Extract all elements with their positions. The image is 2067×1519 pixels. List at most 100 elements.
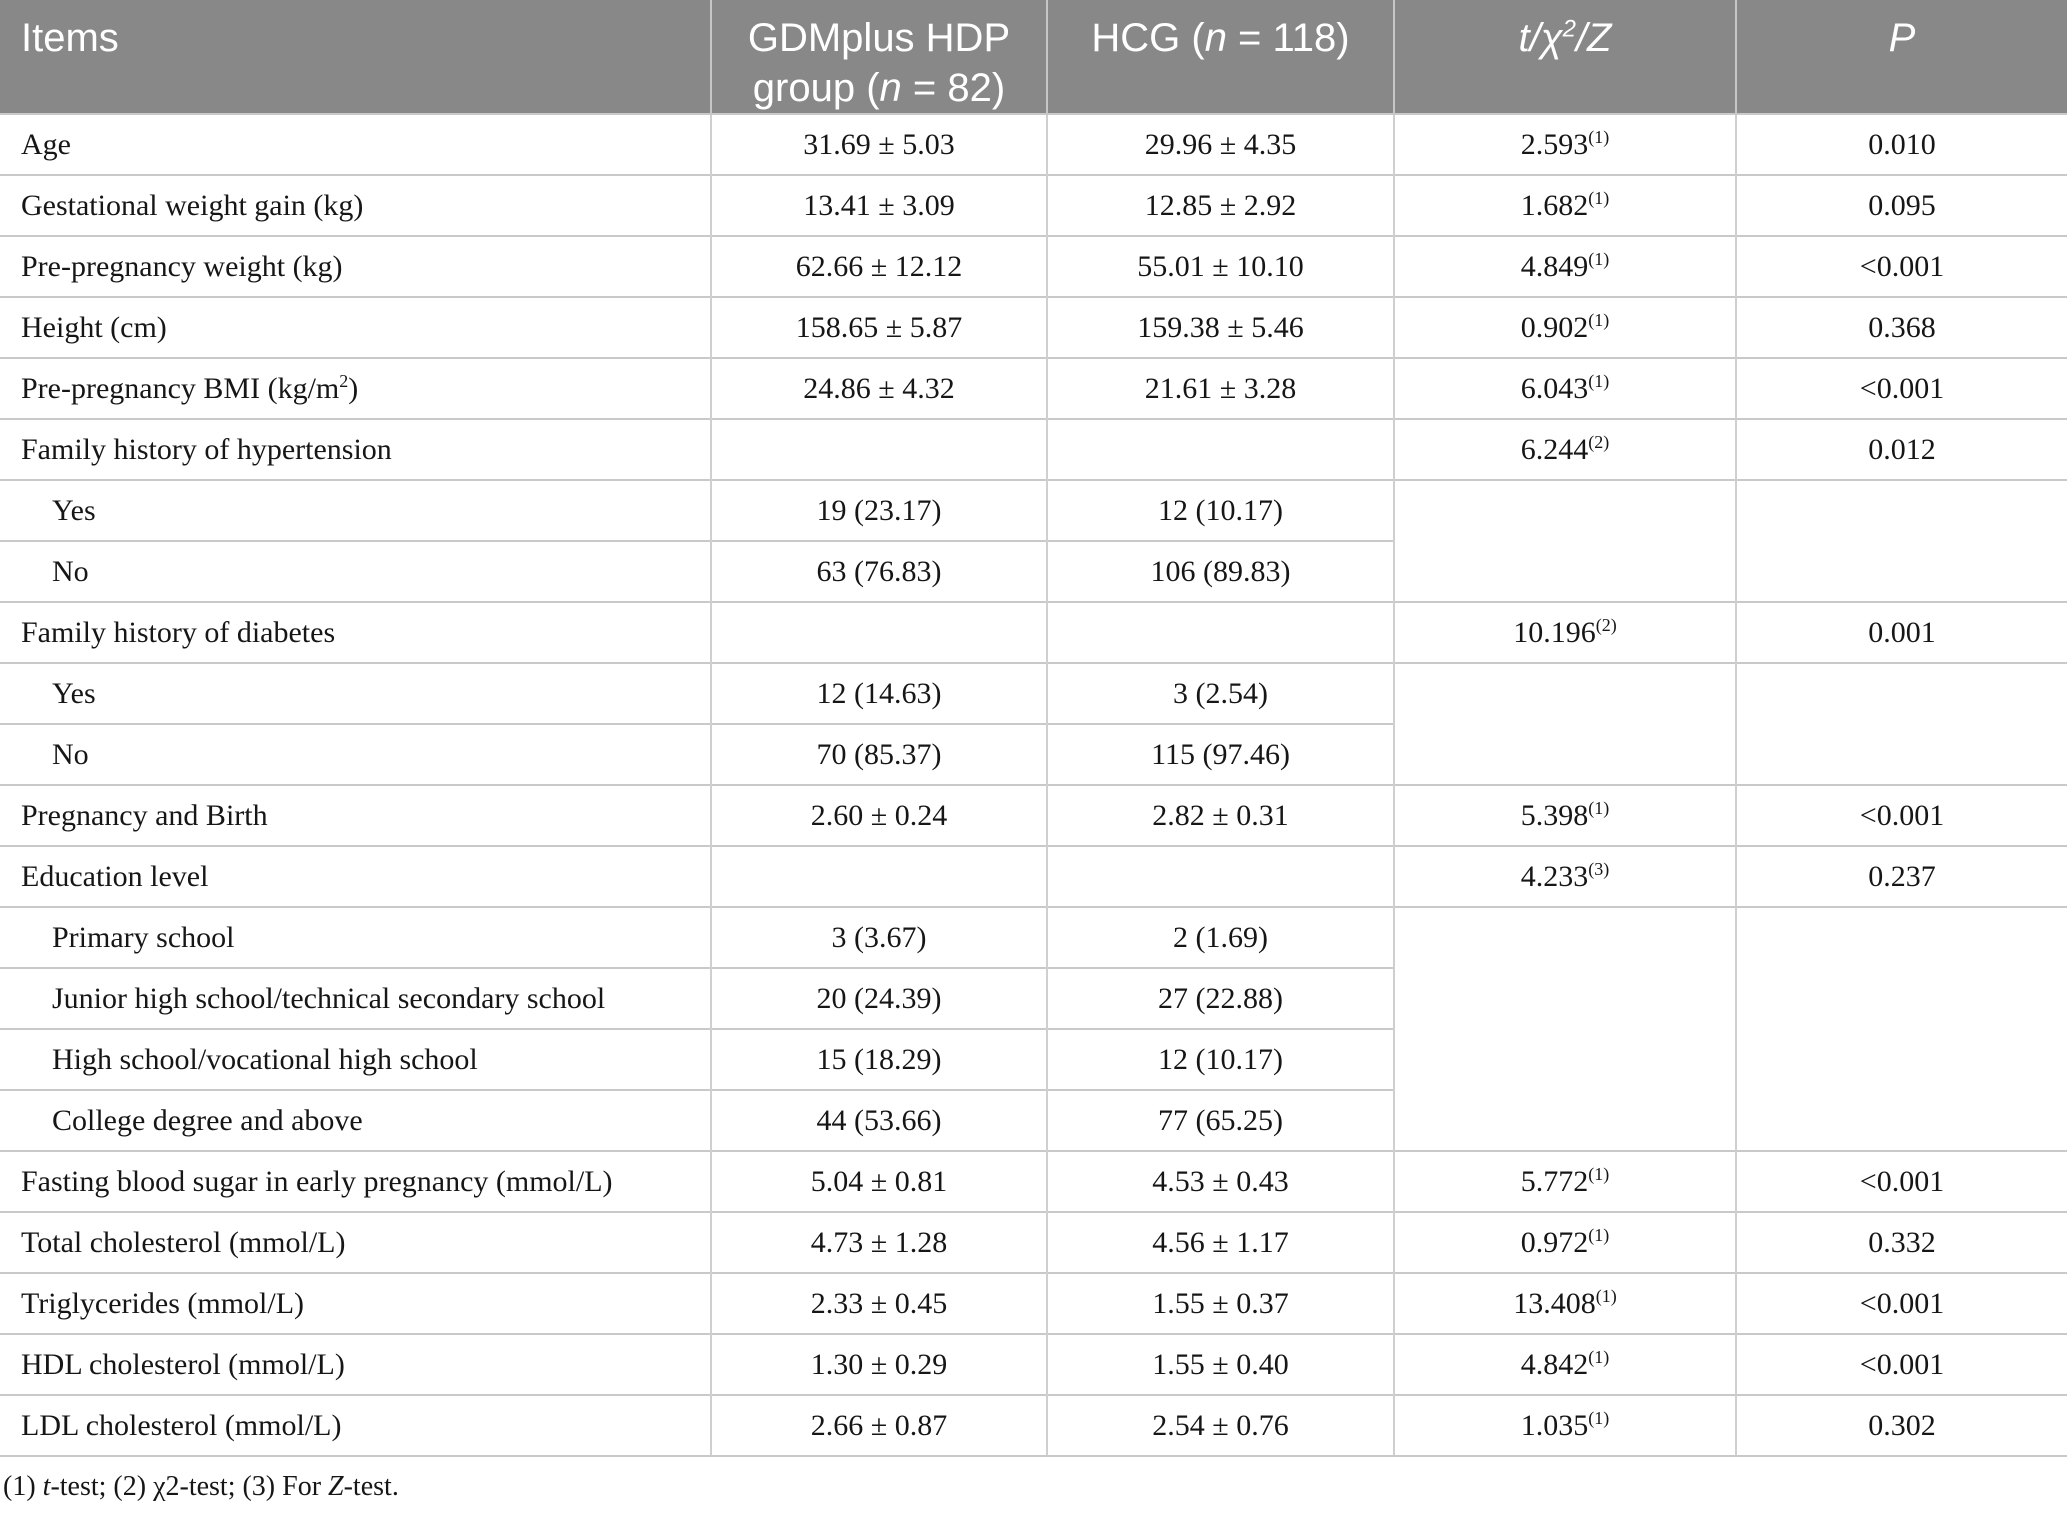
hcg-value-cell: 2 (1.69): [1046, 906, 1394, 968]
table-row: Junior high school/technical secondary s…: [0, 967, 2067, 1029]
statistic-value-cell: [1393, 662, 1736, 785]
hcg-value-cell: [1046, 845, 1394, 907]
gdm-value-cell: 12 (14.63): [710, 662, 1047, 724]
p-value-cell: <0.001: [1735, 235, 2067, 297]
gdm-value-cell: 31.69 ± 5.03: [710, 113, 1047, 175]
footnote-marker: (3): [1588, 858, 1610, 879]
table-row: Education level 4.233(3) 0.237: [0, 845, 2067, 907]
p-value-cell: <0.001: [1735, 357, 2067, 419]
statistic-value-cell: 4.849(1): [1393, 235, 1736, 297]
hcg-value-cell: [1046, 418, 1394, 480]
hcg-value-cell: 4.53 ± 0.43: [1046, 1150, 1394, 1212]
item-label-cell: Yes: [0, 662, 711, 724]
item-label-cell: Gestational weight gain (kg): [0, 174, 711, 236]
statistic-value-cell: 0.902(1): [1393, 296, 1736, 358]
table-row: Gestational weight gain (kg) 13.41 ± 3.09…: [0, 174, 2067, 236]
hcg-value-cell: 2.82 ± 0.31: [1046, 784, 1394, 846]
footnote-marker: (1): [1588, 370, 1610, 391]
item-label-cell: Junior high school/technical secondary s…: [0, 967, 711, 1029]
p-value-cell: 0.302: [1735, 1394, 2067, 1457]
item-label-cell: Total cholesterol (mmol/L): [0, 1211, 711, 1273]
footnote-marker: (1): [1588, 126, 1610, 147]
table-row: Family history of hypertension 6.244(2) 0.…: [0, 418, 2067, 480]
table-header-row: Items GDMplus HDP group (n = 82) HCG (n …: [0, 0, 2067, 114]
statistic-symbol: t/χ2/Z: [1518, 15, 1612, 60]
item-label-cell: LDL cholesterol (mmol/L): [0, 1394, 711, 1457]
hcg-value-cell: 2.54 ± 0.76: [1046, 1394, 1394, 1457]
table-row: Primary school 3 (3.67) 2 (1.69): [0, 906, 2067, 1151]
p-value-cell: [1735, 906, 2067, 1151]
statistic-value-cell: [1393, 906, 1736, 1151]
item-label-cell: Age: [0, 113, 711, 175]
p-value-cell: <0.001: [1735, 1272, 2067, 1334]
header-items: Items: [0, 0, 711, 114]
hcg-value-cell: 3 (2.54): [1046, 662, 1394, 724]
hcg-value-cell: 77 (65.25): [1046, 1089, 1394, 1151]
gdm-value-cell: 2.33 ± 0.45: [710, 1272, 1047, 1334]
item-label-cell: Pre-pregnancy weight (kg): [0, 235, 711, 297]
gdm-value-cell: 158.65 ± 5.87: [710, 296, 1047, 358]
statistic-value-cell: 4.233(3): [1393, 845, 1736, 907]
gdm-value-cell: [710, 601, 1047, 663]
p-value-cell: [1735, 479, 2067, 602]
statistic-value-cell: 1.035(1): [1393, 1394, 1736, 1457]
header-gdm-group: GDMplus HDP group (n = 82): [710, 0, 1047, 114]
footnote-marker: (1): [1588, 1163, 1610, 1184]
table-row: LDL cholesterol (mmol/L) 2.66 ± 0.87 2.54 …: [0, 1394, 2067, 1457]
table-footnote: (1) t-test; (2) χ2-test; (3) For Z-test.: [3, 1471, 399, 1502]
hcg-value-cell: 27 (22.88): [1046, 967, 1394, 1029]
footnote-marker: (2): [1588, 431, 1610, 452]
footnote-marker: (1): [1588, 1346, 1610, 1367]
hcg-value-cell: 106 (89.83): [1046, 540, 1394, 602]
item-label-cell: HDL cholesterol (mmol/L): [0, 1333, 711, 1395]
header-p-value: P: [1735, 0, 2067, 114]
item-label-cell: Family history of diabetes: [0, 601, 711, 663]
statistic-value-cell: 1.682(1): [1393, 174, 1736, 236]
label-superscript: 2: [339, 370, 349, 391]
hcg-value-cell: 12 (10.17): [1046, 479, 1394, 541]
item-label-cell: Yes: [0, 479, 711, 541]
hcg-value-cell: 1.55 ± 0.37: [1046, 1272, 1394, 1334]
gdm-value-cell: 2.66 ± 0.87: [710, 1394, 1047, 1457]
table-row: HDL cholesterol (mmol/L) 1.30 ± 0.29 1.55 …: [0, 1333, 2067, 1395]
table-row: High school/vocational high school 15 (18…: [0, 1028, 2067, 1090]
hcg-value-cell: 29.96 ± 4.35: [1046, 113, 1394, 175]
statistic-value-cell: 4.842(1): [1393, 1333, 1736, 1395]
gdm-value-cell: 3 (3.67): [710, 906, 1047, 968]
item-label-cell: Fasting blood sugar in early pregnancy (…: [0, 1150, 711, 1212]
footnote-marker: (1): [1588, 797, 1610, 818]
item-label-cell: No: [0, 723, 711, 785]
item-label-cell: Primary school: [0, 906, 711, 968]
p-value-cell: <0.001: [1735, 1150, 2067, 1212]
table-row: Height (cm) 158.65 ± 5.87 159.38 ± 5.46 0.9…: [0, 296, 2067, 358]
gdm-value-cell: 13.41 ± 3.09: [710, 174, 1047, 236]
p-value-cell: 0.095: [1735, 174, 2067, 236]
p-value-cell: 0.332: [1735, 1211, 2067, 1273]
gdm-value-cell: 1.30 ± 0.29: [710, 1333, 1047, 1395]
gdm-value-cell: [710, 845, 1047, 907]
hcg-value-cell: 21.61 ± 3.28: [1046, 357, 1394, 419]
table-row: Yes 19 (23.17) 12 (10.17): [0, 479, 2067, 602]
gdm-value-cell: 63 (76.83): [710, 540, 1047, 602]
gdm-value-cell: 4.73 ± 1.28: [710, 1211, 1047, 1273]
footnote-marker: (1): [1588, 248, 1610, 269]
table-row: Yes 12 (14.63) 3 (2.54): [0, 662, 2067, 785]
statistic-value-cell: 2.593(1): [1393, 113, 1736, 175]
p-value-cell: [1735, 662, 2067, 785]
p-value-cell: 0.012: [1735, 418, 2067, 480]
footnote-marker: (1): [1588, 1407, 1610, 1428]
statistic-value-cell: 13.408(1): [1393, 1272, 1736, 1334]
gdm-value-cell: 15 (18.29): [710, 1028, 1047, 1090]
item-label-cell: Pregnancy and Birth: [0, 784, 711, 846]
header-statistic: t/χ2/Z: [1393, 0, 1736, 114]
item-label-cell: Family history of hypertension: [0, 418, 711, 480]
table-row: College degree and above 44 (53.66) 77 (65…: [0, 1089, 2067, 1151]
p-value-cell: 0.368: [1735, 296, 2067, 358]
p-value-cell: <0.001: [1735, 1333, 2067, 1395]
header-hcg-group: HCG (n = 118): [1046, 0, 1394, 114]
statistic-value-cell: 0.972(1): [1393, 1211, 1736, 1273]
table-row: Fasting blood sugar in early pregnancy (…: [0, 1150, 2067, 1212]
p-value-cell: 0.237: [1735, 845, 2067, 907]
table-row: Triglycerides (mmol/L) 2.33 ± 0.45 1.55 ± …: [0, 1272, 2067, 1334]
gdm-value-cell: 62.66 ± 12.12: [710, 235, 1047, 297]
